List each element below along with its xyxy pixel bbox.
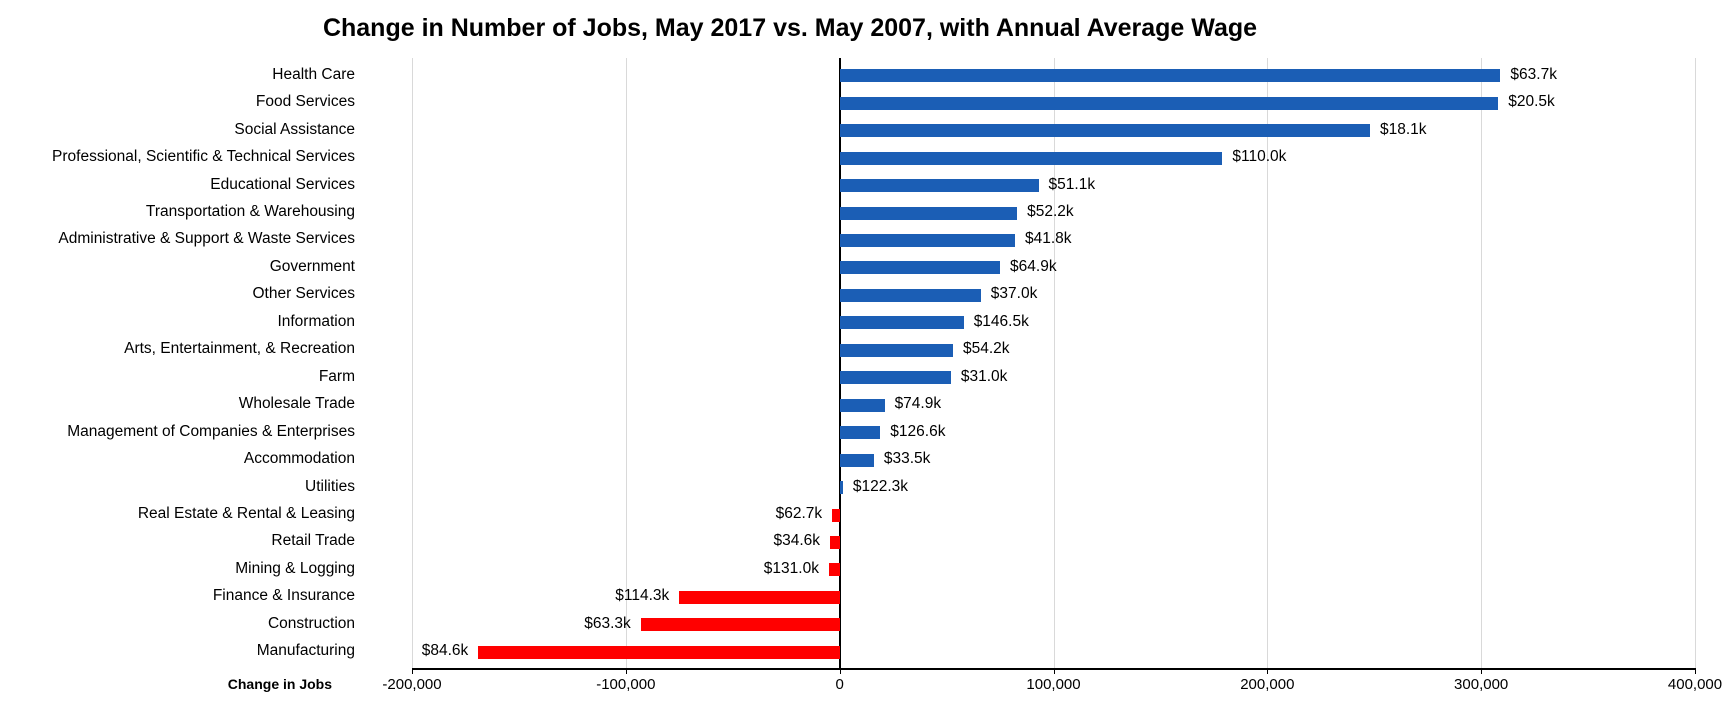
- wage-value-label: $122.3k: [852, 477, 909, 495]
- wage-value-label: $84.6k: [421, 642, 469, 660]
- gridline: [1695, 58, 1696, 668]
- category-label: Government: [269, 257, 355, 275]
- gridline: [1053, 58, 1055, 668]
- category-label: Information: [277, 312, 355, 330]
- wage-value-label: $114.3k: [615, 587, 670, 605]
- zero-baseline: [838, 58, 841, 668]
- category-label: Other Services: [252, 285, 355, 303]
- category-label: Social Assistance: [234, 120, 355, 138]
- category-label: Administrative & Support & Waste Service…: [58, 230, 355, 248]
- category-label: Finance & Insurance: [212, 587, 355, 605]
- bar: [839, 288, 981, 302]
- category-label: Management of Companies & Enterprises: [67, 422, 355, 440]
- bar: [478, 645, 840, 659]
- wage-value-label: $74.9k: [894, 395, 942, 413]
- gridline: [1267, 58, 1269, 668]
- category-label: Arts, Entertainment, & Recreation: [124, 340, 355, 358]
- wage-value-label: $51.1k: [1048, 175, 1096, 193]
- category-label: Transportation & Warehousing: [145, 203, 355, 220]
- wage-value-label: $37.0k: [990, 285, 1038, 303]
- gridline: [625, 58, 627, 668]
- wage-value-label: $33.5k: [883, 450, 931, 468]
- bar: [839, 69, 1501, 83]
- wage-value-label: $63.7k: [1510, 65, 1557, 83]
- axis-tick: [1053, 668, 1055, 674]
- category-label: Manufacturing: [256, 642, 355, 660]
- wage-value-label: $62.7k: [775, 505, 823, 522]
- axis-tick: [1695, 668, 1696, 674]
- wage-value-label: $34.6k: [773, 532, 821, 550]
- bar: [828, 563, 840, 577]
- wage-value-label: $146.5k: [973, 312, 1029, 330]
- category-label: Educational Services: [210, 175, 355, 193]
- category-label: Farm: [318, 367, 355, 385]
- chart-title: Change in Number of Jobs, May 2017 vs. M…: [322, 14, 1258, 42]
- x-tick-label: -100,000: [596, 676, 656, 693]
- bar: [839, 398, 885, 412]
- category-label: Retail Trade: [271, 532, 355, 550]
- category-label: Wholesale Trade: [238, 395, 355, 413]
- x-tick-label: 300,000: [1454, 676, 1509, 693]
- wage-value-label: $131.0k: [763, 559, 819, 577]
- bar: [839, 316, 964, 330]
- category-label: Real Estate & Rental & Leasing: [137, 505, 355, 522]
- wage-value-label: $31.0k: [960, 367, 1008, 385]
- x-tick-label: 0: [835, 676, 844, 693]
- axis-tick: [1267, 668, 1269, 674]
- bar: [839, 343, 953, 357]
- bar: [839, 453, 874, 467]
- category-label: Construction: [267, 614, 355, 632]
- wage-value-label: $18.1k: [1379, 120, 1427, 138]
- wage-value-label: $54.2k: [962, 340, 1010, 358]
- category-label: Professional, Scientific & Technical Ser…: [52, 148, 355, 166]
- wage-value-label: $126.6k: [890, 422, 946, 440]
- bar: [839, 151, 1223, 165]
- bar: [679, 590, 840, 604]
- x-tick-label: 100,000: [1026, 676, 1081, 693]
- bar: [839, 96, 1499, 110]
- x-axis-line: [412, 668, 1695, 670]
- bar: [839, 179, 1039, 193]
- x-tick-label: -200,000: [382, 676, 442, 693]
- gridline: [1481, 58, 1483, 668]
- category-label: Food Services: [255, 93, 355, 111]
- x-tick-label: 400,000: [1667, 676, 1723, 693]
- x-tick-label: 200,000: [1240, 676, 1295, 693]
- bar: [832, 508, 840, 522]
- wage-value-label: $20.5k: [1508, 93, 1555, 111]
- bar: [839, 426, 881, 440]
- bar: [839, 371, 951, 385]
- axis-tick: [625, 668, 627, 674]
- wage-value-label: $64.9k: [1010, 257, 1057, 275]
- bar: [839, 124, 1370, 138]
- bar: [839, 206, 1018, 220]
- bar: [830, 535, 840, 549]
- category-label: Utilities: [305, 477, 355, 495]
- bar: [640, 618, 840, 632]
- wage-value-label: $110.0k: [1232, 148, 1287, 166]
- bar: [839, 233, 1015, 247]
- x-axis-title: Change in Jobs: [227, 676, 332, 692]
- axis-tick: [412, 668, 413, 674]
- gridline: [412, 58, 413, 668]
- bar: [839, 261, 1001, 275]
- wage-value-label: $63.3k: [584, 614, 631, 632]
- bar: [839, 481, 843, 495]
- wage-value-label: $52.2k: [1027, 203, 1074, 220]
- category-label: Health Care: [272, 65, 355, 83]
- axis-tick: [839, 668, 841, 674]
- category-label: Accommodation: [243, 450, 355, 468]
- wage-value-label: $41.8k: [1025, 230, 1072, 248]
- axis-tick: [1481, 668, 1483, 674]
- category-label: Mining & Logging: [235, 559, 355, 577]
